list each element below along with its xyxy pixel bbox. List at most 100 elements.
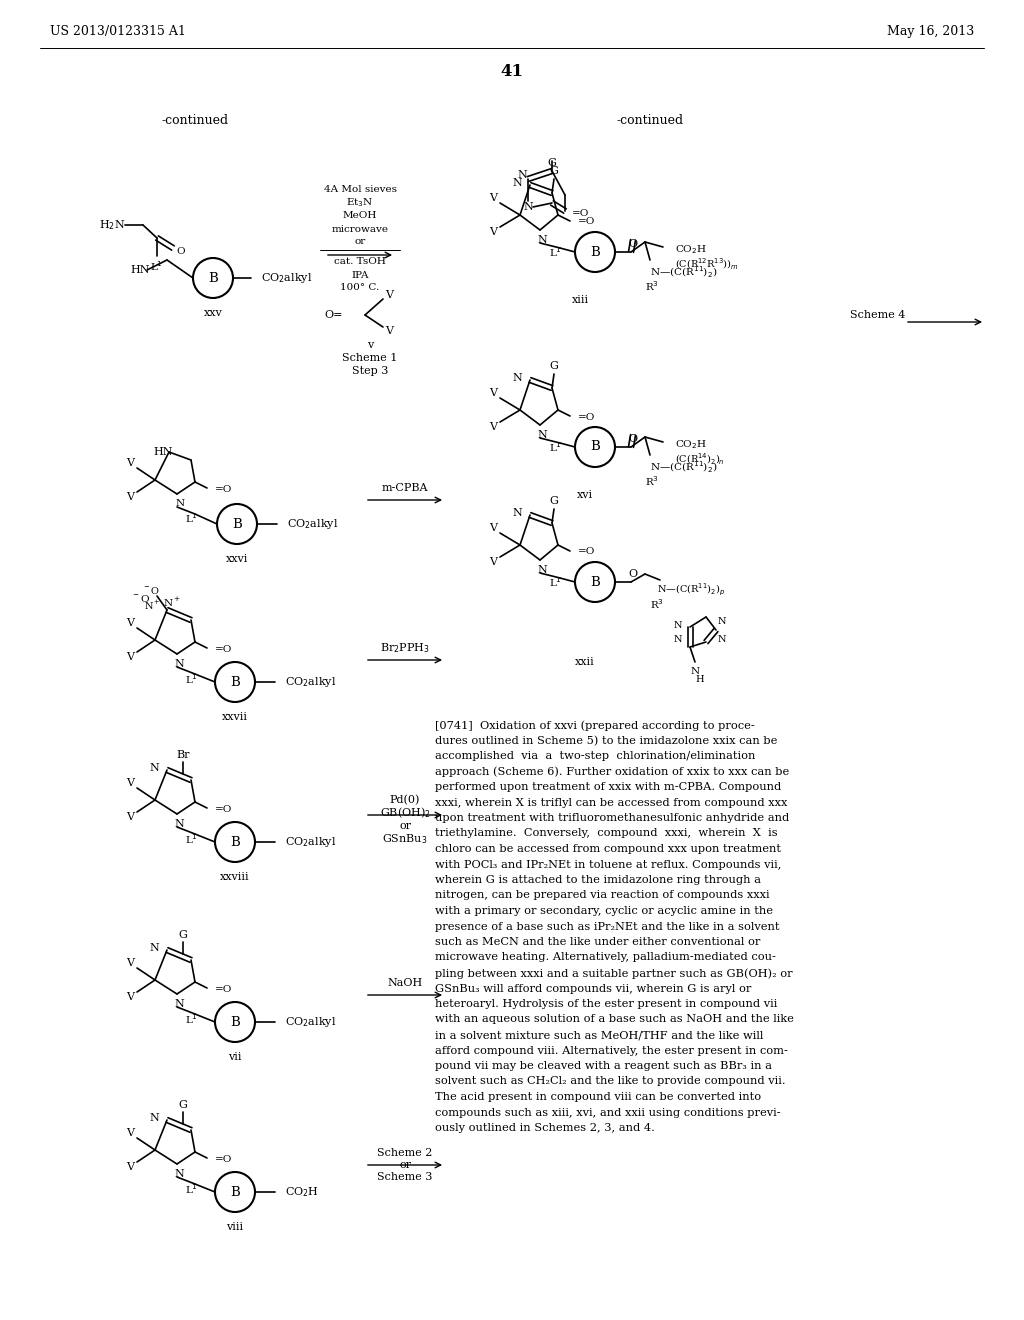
Text: N$^+$: N$^+$ — [144, 598, 161, 611]
Text: chloro can be accessed from compound xxx upon treatment: chloro can be accessed from compound xxx… — [435, 843, 781, 854]
Text: afford compound viii. Alternatively, the ester present in com-: afford compound viii. Alternatively, the… — [435, 1045, 787, 1056]
Text: V: V — [126, 812, 134, 822]
Text: Scheme 3: Scheme 3 — [377, 1172, 433, 1181]
Text: with POCl₃ and IPr₂NEt in toluene at reflux. Compounds vii,: with POCl₃ and IPr₂NEt in toluene at ref… — [435, 859, 781, 870]
Text: N—(C(R$^{11}$)$_2$): N—(C(R$^{11}$)$_2$) — [650, 459, 718, 475]
Text: =O: =O — [215, 484, 232, 494]
Text: CO$_2$H: CO$_2$H — [675, 244, 707, 256]
Text: Br: Br — [176, 750, 189, 760]
Text: N$^+$: N$^+$ — [163, 595, 181, 609]
Text: Scheme 4: Scheme 4 — [850, 310, 905, 319]
Text: vii: vii — [228, 1052, 242, 1063]
Text: MeOH: MeOH — [343, 211, 377, 220]
Text: V: V — [126, 777, 134, 788]
Text: pling between xxxi and a suitable partner such as GB(OH)₂ or: pling between xxxi and a suitable partne… — [435, 968, 793, 978]
Text: triethylamine.  Conversely,  compound  xxxi,  wherein  X  is: triethylamine. Conversely, compound xxxi… — [435, 829, 777, 838]
Text: L$^1$: L$^1$ — [184, 1183, 198, 1196]
Text: microwave heating. Alternatively, palladium-mediated cou-: microwave heating. Alternatively, pallad… — [435, 953, 776, 962]
Text: =O: =O — [215, 644, 232, 653]
Text: N: N — [512, 374, 522, 383]
Text: V: V — [126, 1129, 134, 1138]
Text: N: N — [690, 667, 699, 676]
Text: B: B — [230, 1015, 240, 1028]
Text: heteroaryl. Hydrolysis of the ester present in compound vii: heteroaryl. Hydrolysis of the ester pres… — [435, 999, 777, 1008]
Text: NaOH: NaOH — [387, 978, 423, 987]
Text: =O: =O — [578, 548, 595, 557]
Text: approach (Scheme 6). Further oxidation of xxix to xxx can be: approach (Scheme 6). Further oxidation o… — [435, 767, 790, 777]
Text: (C(R$^{14}$)$_2$)$_n$: (C(R$^{14}$)$_2$)$_n$ — [675, 451, 725, 467]
Text: Scheme 2: Scheme 2 — [377, 1148, 433, 1158]
Text: GB(OH)$_2$: GB(OH)$_2$ — [380, 805, 430, 820]
Text: CO$_2$alkyl: CO$_2$alkyl — [285, 675, 337, 689]
Text: G: G — [548, 158, 556, 168]
Text: N: N — [718, 635, 726, 644]
Text: xxvii: xxvii — [222, 711, 248, 722]
Text: =O: =O — [578, 218, 595, 227]
Text: 41: 41 — [501, 63, 523, 81]
Text: V: V — [126, 492, 134, 502]
Text: nitrogen, can be prepared via reaction of compounds xxxi: nitrogen, can be prepared via reaction o… — [435, 891, 770, 900]
Text: N: N — [174, 659, 184, 669]
Text: V: V — [489, 557, 497, 568]
Text: N: N — [512, 178, 522, 187]
Text: Et$_3$N: Et$_3$N — [346, 197, 374, 210]
Text: O=: O= — [325, 310, 343, 319]
Text: O: O — [629, 239, 638, 249]
Text: HN: HN — [130, 265, 150, 275]
Text: L$^1$: L$^1$ — [549, 440, 561, 454]
Text: The acid present in compound viii can be converted into: The acid present in compound viii can be… — [435, 1092, 761, 1102]
Text: N: N — [174, 1170, 184, 1179]
Text: CO$_2$H: CO$_2$H — [285, 1185, 319, 1199]
Text: B: B — [230, 836, 240, 849]
Text: B: B — [230, 676, 240, 689]
Text: viii: viii — [226, 1222, 244, 1232]
Text: V: V — [126, 618, 134, 628]
Text: V: V — [385, 326, 393, 337]
Text: CO$_2$alkyl: CO$_2$alkyl — [285, 836, 337, 849]
Text: G: G — [178, 931, 187, 940]
Text: B: B — [590, 441, 600, 454]
Text: -continued: -continued — [616, 114, 684, 127]
Text: upon treatment with trifluoromethanesulfonic anhydride and: upon treatment with trifluoromethanesulf… — [435, 813, 790, 822]
Text: N: N — [175, 499, 184, 508]
Text: May 16, 2013: May 16, 2013 — [887, 25, 974, 38]
Text: =O: =O — [215, 1155, 232, 1163]
Text: V: V — [489, 523, 497, 533]
Text: B: B — [590, 246, 600, 259]
Text: or: or — [399, 821, 411, 832]
Text: US 2013/0123315 A1: US 2013/0123315 A1 — [50, 25, 186, 38]
Text: xxv: xxv — [204, 308, 222, 318]
Text: wherein G is attached to the imidazolone ring through a: wherein G is attached to the imidazolone… — [435, 875, 761, 884]
Text: m-CPBA: m-CPBA — [382, 483, 428, 492]
Text: ously outlined in Schemes 2, 3, and 4.: ously outlined in Schemes 2, 3, and 4. — [435, 1123, 655, 1133]
Text: performed upon treatment of xxix with m-CPBA. Compound: performed upon treatment of xxix with m-… — [435, 781, 781, 792]
Text: N: N — [512, 508, 522, 517]
Text: B: B — [208, 272, 218, 285]
Text: such as MeCN and the like under either conventional or: such as MeCN and the like under either c… — [435, 937, 761, 946]
Text: CO$_2$alkyl: CO$_2$alkyl — [285, 1015, 337, 1030]
Text: N: N — [674, 620, 682, 630]
Text: V: V — [126, 1162, 134, 1172]
Text: solvent such as CH₂Cl₂ and the like to provide compound vii.: solvent such as CH₂Cl₂ and the like to p… — [435, 1077, 785, 1086]
Text: xxii: xxii — [575, 657, 595, 667]
Text: (C(R$^{12}$R$^{13}$))$_m$: (C(R$^{12}$R$^{13}$))$_m$ — [675, 256, 738, 272]
Text: =O: =O — [215, 985, 232, 994]
Text: $^-$O: $^-$O — [131, 593, 150, 603]
Text: G: G — [550, 496, 558, 506]
Text: N: N — [538, 235, 547, 246]
Text: =O: =O — [572, 209, 590, 218]
Text: GSnBu$_3$: GSnBu$_3$ — [382, 832, 428, 846]
Text: L$^1$: L$^1$ — [184, 1012, 198, 1026]
Text: CO$_2$alkyl: CO$_2$alkyl — [261, 271, 312, 285]
Text: N: N — [517, 170, 527, 180]
Text: V: V — [126, 458, 134, 469]
Text: L$^1$: L$^1$ — [549, 246, 561, 259]
Text: G: G — [550, 166, 558, 176]
Text: N: N — [174, 999, 184, 1008]
Text: Pd(0): Pd(0) — [390, 795, 420, 805]
Text: $^-$O: $^-$O — [142, 585, 160, 595]
Text: R$^3$: R$^3$ — [650, 597, 664, 611]
Text: R$^3$: R$^3$ — [645, 474, 659, 488]
Text: HN: HN — [154, 447, 173, 457]
Text: O: O — [629, 434, 638, 444]
